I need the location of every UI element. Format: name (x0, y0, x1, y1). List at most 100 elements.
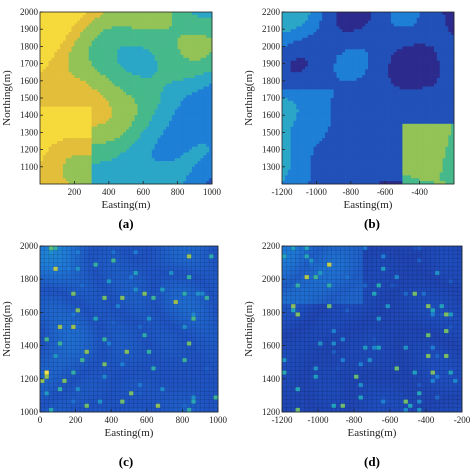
heatmap-cell (137, 115, 141, 119)
heatmap-cell (448, 60, 452, 64)
heatmap-cell (169, 17, 173, 21)
heatmap-cell (51, 152, 55, 156)
heatmap-cell (57, 55, 61, 59)
heatmap-cell (186, 20, 190, 24)
heatmap-cell (180, 178, 184, 182)
heatmap-cell (284, 55, 289, 59)
heatmap-cell (302, 14, 306, 19)
heatmap-cell (206, 158, 210, 162)
heatmap-cell (316, 14, 320, 19)
heatmap-cell (347, 43, 352, 47)
heatmap-cell (120, 92, 124, 96)
heatmap-cell (137, 106, 141, 110)
heatmap-cell (163, 49, 167, 53)
heatmap-cell (126, 34, 130, 39)
heatmap-cell (307, 63, 312, 67)
heatmap-cell (114, 20, 118, 24)
heatmap-cell (200, 83, 204, 87)
heatmap-cell (302, 23, 306, 27)
heatmap-cell (42, 40, 47, 44)
heatmap-cell (322, 12, 326, 16)
heatmap-cell (40, 37, 44, 42)
heatmap-cell (146, 118, 150, 122)
heatmap-cell (191, 55, 196, 59)
heatmap-cell (186, 83, 190, 87)
heatmap-cell (359, 43, 363, 47)
heatmap-cell (88, 146, 92, 150)
heatmap-cell (171, 57, 176, 62)
heatmap-cell (77, 77, 81, 82)
heatmap-cell (111, 115, 115, 119)
heatmap-cell (74, 172, 78, 176)
heatmap-cell (362, 72, 366, 76)
heatmap-cell (325, 69, 329, 73)
heatmap-cell (183, 115, 187, 119)
heatmap-cell (143, 60, 147, 64)
heatmap-cell (370, 52, 375, 56)
heatmap-cell (304, 26, 309, 30)
heatmap-cell (336, 12, 340, 16)
heatmap-cell (40, 49, 44, 53)
heatmap-cell (83, 135, 87, 139)
heatmap-cell (80, 123, 84, 128)
heatmap-cell (68, 55, 72, 59)
heatmap-cell (442, 57, 446, 62)
heatmap-cell (330, 66, 334, 70)
heatmap-cell (80, 20, 84, 24)
heatmap-cell (57, 72, 61, 76)
heatmap-cell (177, 112, 181, 116)
heatmap-cell (402, 34, 406, 39)
heatmap-cell (120, 158, 124, 162)
heatmap-cell (97, 37, 101, 42)
heatmap-cell (376, 32, 380, 36)
heatmap-cell (54, 60, 58, 64)
heatmap-cell (431, 14, 435, 19)
heatmap-cell (100, 57, 104, 62)
heatmap-cell (88, 57, 92, 62)
heatmap-cell (393, 20, 398, 24)
heatmap-cell (316, 37, 320, 42)
heatmap-cell (342, 63, 346, 67)
heatmap-cell (131, 106, 135, 110)
heatmap-cell (296, 43, 300, 47)
heatmap-cell (171, 138, 176, 142)
heatmap-cell (189, 103, 193, 107)
heatmap-cell (180, 152, 184, 156)
heatmap-cell (42, 126, 47, 130)
heatmap-cell (379, 37, 383, 42)
heatmap-cell (103, 49, 107, 53)
heatmap-cell (97, 98, 101, 102)
heatmap-cell (154, 57, 158, 62)
heatmap-cell (62, 26, 67, 30)
heatmap-cell (169, 26, 173, 30)
heatmap-cell (151, 126, 156, 130)
heatmap-cell (160, 166, 164, 171)
heatmap-cell (128, 92, 133, 96)
heatmap-cell (134, 112, 138, 116)
heatmap-cell (163, 83, 167, 87)
heatmap-cell (103, 23, 107, 27)
heatmap-cell (146, 80, 150, 85)
heatmap-cell (117, 115, 121, 119)
heatmap-cell (48, 43, 52, 47)
heatmap-cell (128, 20, 133, 24)
heatmap-cell (307, 75, 312, 79)
heatmap-cell (206, 77, 210, 82)
heatmap-cell (80, 14, 84, 19)
heatmap-cell (88, 135, 92, 139)
heatmap-cell (57, 75, 61, 79)
heatmap-cell (94, 146, 98, 150)
heatmap-cell (160, 155, 164, 159)
heatmap-cell (171, 43, 176, 47)
heatmap-cell (51, 129, 55, 133)
heatmap-cell (197, 66, 201, 70)
heatmap-cell (126, 26, 130, 30)
heatmap-cell (74, 12, 78, 16)
heatmap-cell (370, 17, 375, 21)
heatmap-cell (206, 72, 210, 76)
heatmap-cell (45, 14, 49, 19)
heatmap-cell (151, 178, 156, 182)
heatmap-cell (180, 126, 184, 130)
heatmap-cell (191, 40, 196, 44)
heatmap-cell (120, 80, 124, 85)
